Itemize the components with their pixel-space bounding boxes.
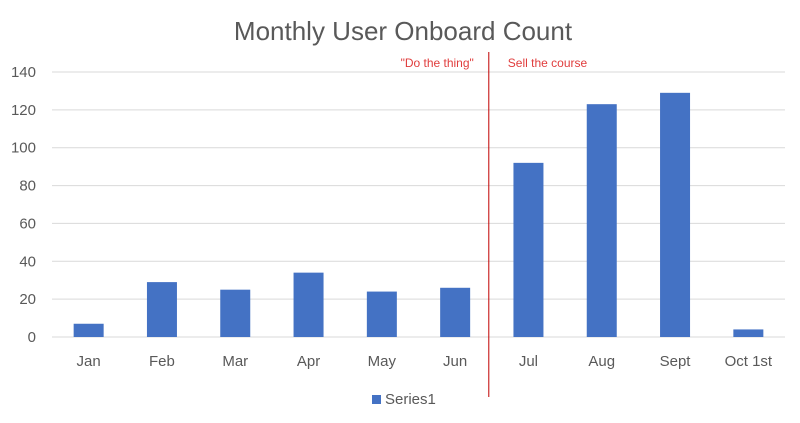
x-tick-label: Oct 1st bbox=[725, 353, 773, 370]
x-tick-label: May bbox=[368, 353, 397, 370]
x-tick-label: Jun bbox=[443, 353, 467, 370]
y-tick-label: 120 bbox=[11, 102, 36, 119]
x-axis-ticks: Jan Feb Mar Apr May Jun Jul Aug Sept Oct 1st bbox=[77, 353, 773, 370]
bar-aug bbox=[586, 104, 617, 337]
bar-jan bbox=[73, 323, 104, 337]
x-tick-label: Aug bbox=[588, 353, 615, 370]
bar-mar bbox=[220, 289, 251, 337]
x-tick-label: Sept bbox=[660, 353, 692, 370]
chart-title: Monthly User Onboard Count bbox=[234, 16, 573, 46]
y-tick-label: 0 bbox=[28, 329, 36, 346]
annotation-do-the-thing: "Do the thing" bbox=[401, 56, 474, 70]
legend-label: Series1 bbox=[385, 391, 436, 408]
legend-swatch bbox=[372, 395, 381, 404]
bar-feb bbox=[146, 282, 177, 337]
y-tick-label: 40 bbox=[19, 253, 36, 270]
bar-apr bbox=[293, 272, 324, 337]
bars bbox=[73, 92, 764, 337]
bar-oct-1st bbox=[733, 329, 764, 337]
legend: Series1 bbox=[372, 391, 436, 408]
x-tick-label: Jan bbox=[77, 353, 101, 370]
y-tick-label: 140 bbox=[11, 64, 36, 81]
x-tick-label: Apr bbox=[297, 353, 320, 370]
x-tick-label: Jul bbox=[519, 353, 538, 370]
bar-sept bbox=[660, 92, 691, 337]
x-tick-label: Mar bbox=[222, 353, 248, 370]
y-tick-label: 80 bbox=[19, 178, 36, 195]
bar-jul bbox=[513, 162, 544, 337]
y-tick-label: 20 bbox=[19, 291, 36, 308]
y-tick-label: 100 bbox=[11, 140, 36, 157]
bar-may bbox=[366, 291, 397, 337]
x-tick-label: Feb bbox=[149, 353, 175, 370]
y-tick-label: 60 bbox=[19, 215, 36, 232]
annotation-sell-the-course: Sell the course bbox=[508, 56, 588, 70]
y-axis-ticks: 0 20 40 60 80 100 120 140 bbox=[11, 64, 36, 346]
bar-jun bbox=[440, 287, 471, 337]
